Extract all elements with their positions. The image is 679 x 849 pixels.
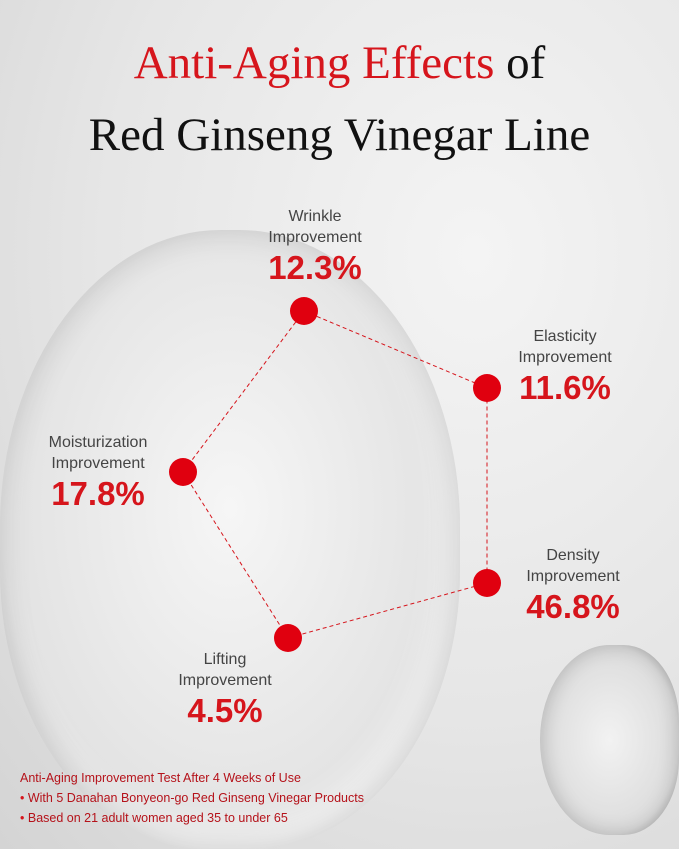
title-highlight: Anti-Aging Effects bbox=[133, 37, 495, 89]
dashed-connector bbox=[182, 310, 488, 639]
density-metric: Density Improvement 46.8% bbox=[473, 545, 673, 627]
metric-label: Elasticity bbox=[533, 328, 597, 345]
elasticity-point bbox=[473, 374, 501, 402]
metric-label: Improvement bbox=[526, 568, 620, 585]
metric-label: Improvement bbox=[518, 349, 612, 366]
wrinkle-metric: Wrinkle Improvement 12.3% bbox=[215, 206, 415, 288]
metric-label: Improvement bbox=[51, 455, 145, 472]
title-line-2: Red Ginseng Vinegar Line bbox=[88, 109, 591, 161]
metric-value: 12.3% bbox=[268, 249, 362, 286]
metric-value: 4.5% bbox=[187, 692, 263, 729]
metric-label: Moisturization bbox=[48, 434, 148, 451]
elasticity-metric: Elasticity Improvement 11.6% bbox=[465, 326, 665, 408]
lifting-point bbox=[274, 624, 302, 652]
metric-label: Density bbox=[546, 547, 600, 564]
note-item: With 5 Danahan Bonyeon-go Red Ginseng Vi… bbox=[20, 788, 470, 808]
moisturization-metric: Moisturization Improvement 17.8% bbox=[0, 432, 196, 514]
water-droplet-image bbox=[540, 645, 679, 835]
moisturization-point bbox=[169, 458, 197, 486]
notes-heading: Anti-Aging Improvement Test After 4 Week… bbox=[20, 771, 301, 785]
note-item: Based on 21 adult women aged 35 to under… bbox=[20, 808, 470, 828]
metric-value: 17.8% bbox=[51, 475, 145, 512]
metric-label: Improvement bbox=[178, 672, 272, 689]
wrinkle-point bbox=[290, 297, 318, 325]
test-notes: Anti-Aging Improvement Test After 4 Week… bbox=[20, 768, 470, 828]
density-point bbox=[473, 569, 501, 597]
title-rest: of bbox=[494, 37, 546, 89]
metric-value: 11.6% bbox=[519, 369, 611, 406]
water-droplet-image bbox=[0, 230, 460, 849]
lifting-metric: Lifting Improvement 4.5% bbox=[125, 649, 325, 731]
title-line-1: Anti-Aging Effects of bbox=[0, 36, 679, 90]
metric-label: Wrinkle bbox=[288, 208, 342, 225]
metric-label: Lifting bbox=[203, 651, 247, 668]
metric-label: Improvement bbox=[268, 229, 362, 246]
metric-value: 46.8% bbox=[526, 588, 620, 625]
